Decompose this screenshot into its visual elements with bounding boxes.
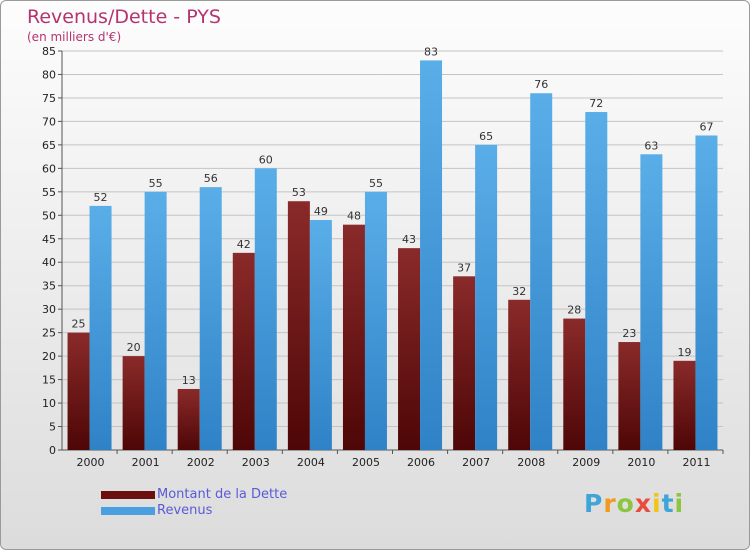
bar-revenus-2002 bbox=[199, 187, 222, 451]
chart-subtitle: (en milliers d'€) bbox=[27, 30, 122, 44]
legend-label-dette: Montant de la Dette bbox=[157, 487, 288, 502]
x-tick-label: 2010 bbox=[627, 456, 655, 469]
y-tick-label: 35 bbox=[42, 280, 56, 293]
data-label-revenus-2008: 76 bbox=[534, 78, 548, 91]
data-label-dette-2010: 23 bbox=[622, 327, 636, 340]
data-label-revenus-2004: 49 bbox=[314, 205, 328, 218]
proxiti-logo: Proxiti bbox=[584, 489, 684, 518]
bar-dette-2004 bbox=[287, 201, 310, 450]
data-label-dette-2002: 13 bbox=[182, 374, 196, 387]
legend-swatch-revenus bbox=[101, 507, 155, 515]
bar-revenus-2008 bbox=[530, 93, 553, 450]
data-label-dette-2009: 28 bbox=[567, 304, 581, 317]
y-tick-label: 30 bbox=[42, 303, 56, 316]
bar-dette-2007 bbox=[453, 276, 476, 450]
data-label-dette-2007: 37 bbox=[457, 261, 471, 274]
data-label-revenus-2006: 83 bbox=[424, 45, 438, 58]
bar-dette-2003 bbox=[232, 252, 255, 450]
logo-letter: i bbox=[674, 489, 685, 518]
logo-letter: o bbox=[616, 489, 635, 518]
data-label-dette-2005: 48 bbox=[347, 210, 361, 223]
y-tick-label: 50 bbox=[42, 209, 56, 222]
y-tick-label: 60 bbox=[42, 162, 56, 175]
logo-letter: x bbox=[634, 489, 652, 518]
x-tick-label: 2000 bbox=[77, 456, 105, 469]
data-label-dette-2003: 42 bbox=[237, 238, 251, 251]
bar-revenus-2007 bbox=[475, 144, 498, 450]
data-label-revenus-2010: 63 bbox=[644, 139, 658, 152]
bar-revenus-2005 bbox=[364, 191, 387, 450]
y-tick-label: 45 bbox=[42, 233, 56, 246]
legend-swatch-dette bbox=[101, 491, 155, 499]
data-label-revenus-2011: 67 bbox=[699, 120, 713, 133]
bar-revenus-2000 bbox=[89, 205, 112, 450]
data-label-revenus-2002: 56 bbox=[204, 172, 218, 185]
bar-dette-2009 bbox=[563, 318, 586, 450]
data-label-revenus-2005: 55 bbox=[369, 177, 383, 190]
data-label-dette-2008: 32 bbox=[512, 285, 526, 298]
legend-label-revenus: Revenus bbox=[157, 503, 213, 518]
bar-dette-2008 bbox=[508, 299, 531, 450]
y-tick-label: 15 bbox=[42, 374, 56, 387]
bars bbox=[67, 60, 718, 451]
bar-dette-2011 bbox=[673, 360, 696, 450]
x-tick-label: 2003 bbox=[242, 456, 270, 469]
bar-revenus-2001 bbox=[144, 191, 167, 450]
data-label-revenus-2009: 72 bbox=[589, 97, 603, 110]
x-tick-label: 2009 bbox=[572, 456, 600, 469]
labels: 25 52 20 55 13 56 42 60 53 49 48 55 43 83 37 65 32 76 28 72… bbox=[72, 45, 714, 387]
data-label-dette-2006: 43 bbox=[402, 233, 416, 246]
logo-letter: P bbox=[584, 489, 604, 518]
x-tick-label: 2006 bbox=[407, 456, 435, 469]
grid-lines bbox=[62, 50, 723, 451]
data-label-revenus-2007: 65 bbox=[479, 130, 493, 143]
bar-dette-2002 bbox=[177, 388, 200, 450]
data-label-dette-2000: 25 bbox=[72, 318, 86, 331]
axes: 0 5 10 15 20 25 30 35 40 45 50 55 60 65 70 75 80 85 2000 20… bbox=[42, 45, 724, 469]
x-tick-label: 2007 bbox=[462, 456, 490, 469]
x-tick-label: 2001 bbox=[132, 456, 160, 469]
bar-dette-2010 bbox=[618, 342, 641, 450]
x-tick-label: 2008 bbox=[517, 456, 545, 469]
y-tick-label: 55 bbox=[42, 186, 56, 199]
bar-dette-2000 bbox=[67, 332, 90, 450]
logo-letter: t bbox=[661, 489, 675, 518]
bar-dette-2006 bbox=[398, 248, 421, 450]
bar-revenus-2011 bbox=[695, 135, 718, 450]
x-tick-label: 2004 bbox=[297, 456, 325, 469]
bar-revenus-2004 bbox=[309, 219, 332, 450]
data-label-dette-2001: 20 bbox=[127, 341, 141, 354]
logo-letter: r bbox=[603, 489, 617, 518]
bar-dette-2005 bbox=[342, 224, 365, 450]
y-tick-label: 75 bbox=[42, 92, 56, 105]
data-label-revenus-2003: 60 bbox=[259, 153, 273, 166]
bar-revenus-2006 bbox=[420, 60, 443, 450]
data-label-revenus-2000: 52 bbox=[94, 191, 108, 204]
y-tick-label: 5 bbox=[49, 421, 56, 434]
y-tick-label: 20 bbox=[42, 350, 56, 363]
y-tick-label: 0 bbox=[49, 444, 56, 457]
y-tick-label: 25 bbox=[42, 327, 56, 340]
x-tick-label: 2002 bbox=[187, 456, 215, 469]
y-tick-label: 65 bbox=[42, 139, 56, 152]
data-label-dette-2011: 19 bbox=[677, 346, 691, 359]
y-tick-label: 70 bbox=[42, 115, 56, 128]
y-tick-label: 80 bbox=[42, 68, 56, 81]
y-tick-label: 10 bbox=[42, 397, 56, 410]
bar-revenus-2009 bbox=[585, 112, 608, 450]
y-tick-label: 85 bbox=[42, 45, 56, 58]
logo-letter: i bbox=[652, 489, 662, 518]
bar-revenus-2003 bbox=[254, 168, 277, 450]
bar-dette-2001 bbox=[122, 356, 145, 450]
data-label-dette-2004: 53 bbox=[292, 186, 306, 199]
x-tick-label: 2011 bbox=[682, 456, 710, 469]
data-label-revenus-2001: 55 bbox=[149, 177, 163, 190]
x-tick-label: 2005 bbox=[352, 456, 380, 469]
bar-revenus-2010 bbox=[640, 154, 663, 451]
chart-title: Revenus/Dette - PYS bbox=[27, 6, 221, 28]
y-tick-label: 40 bbox=[42, 256, 56, 269]
